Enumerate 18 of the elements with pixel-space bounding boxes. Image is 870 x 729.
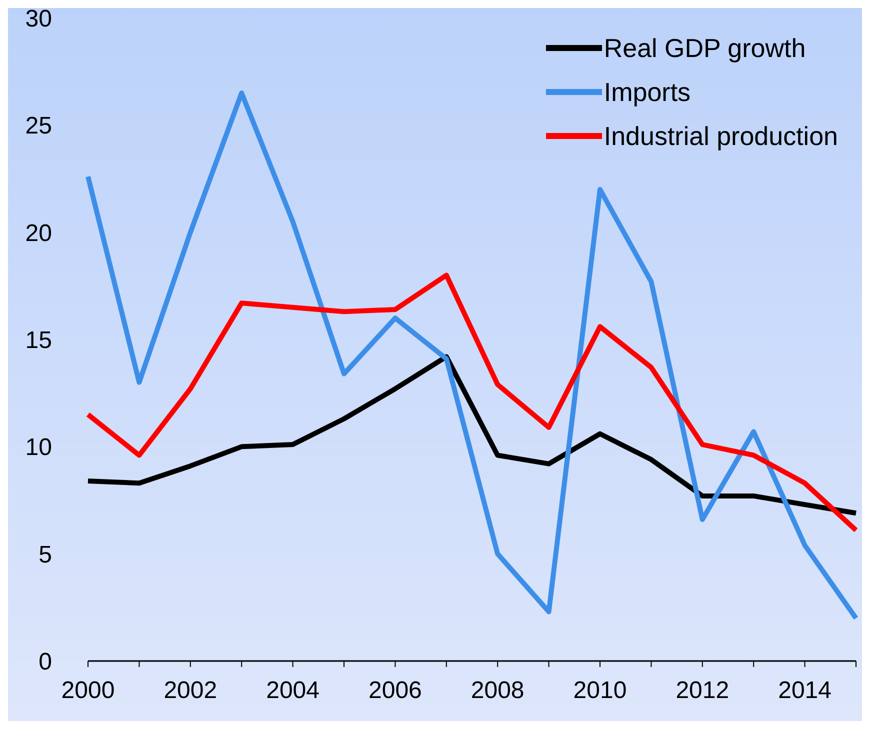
x-tick-label: 2012 bbox=[676, 677, 730, 704]
y-tick-label: 20 bbox=[25, 220, 52, 247]
x-tick-label: 2000 bbox=[61, 677, 115, 704]
x-tick-label: 2010 bbox=[573, 677, 627, 704]
y-tick-label: 0 bbox=[38, 648, 52, 676]
x-tick-label: 2014 bbox=[778, 677, 832, 704]
y-tick-label: 15 bbox=[25, 327, 52, 354]
x-tick-label: 2008 bbox=[470, 677, 524, 704]
y-tick-label: 10 bbox=[25, 434, 52, 462]
legend-label: Real GDP growth bbox=[604, 32, 806, 65]
x-tick-label: 2006 bbox=[368, 677, 422, 704]
y-tick-label: 5 bbox=[38, 541, 52, 568]
legend-label: Industrial production bbox=[604, 120, 838, 153]
x-tick-label: 2004 bbox=[266, 677, 320, 704]
legend-label: Imports bbox=[604, 76, 691, 109]
x-tick-label: 2002 bbox=[164, 677, 218, 704]
y-tick-label: 25 bbox=[25, 112, 52, 140]
y-tick-label: 30 bbox=[25, 6, 52, 33]
